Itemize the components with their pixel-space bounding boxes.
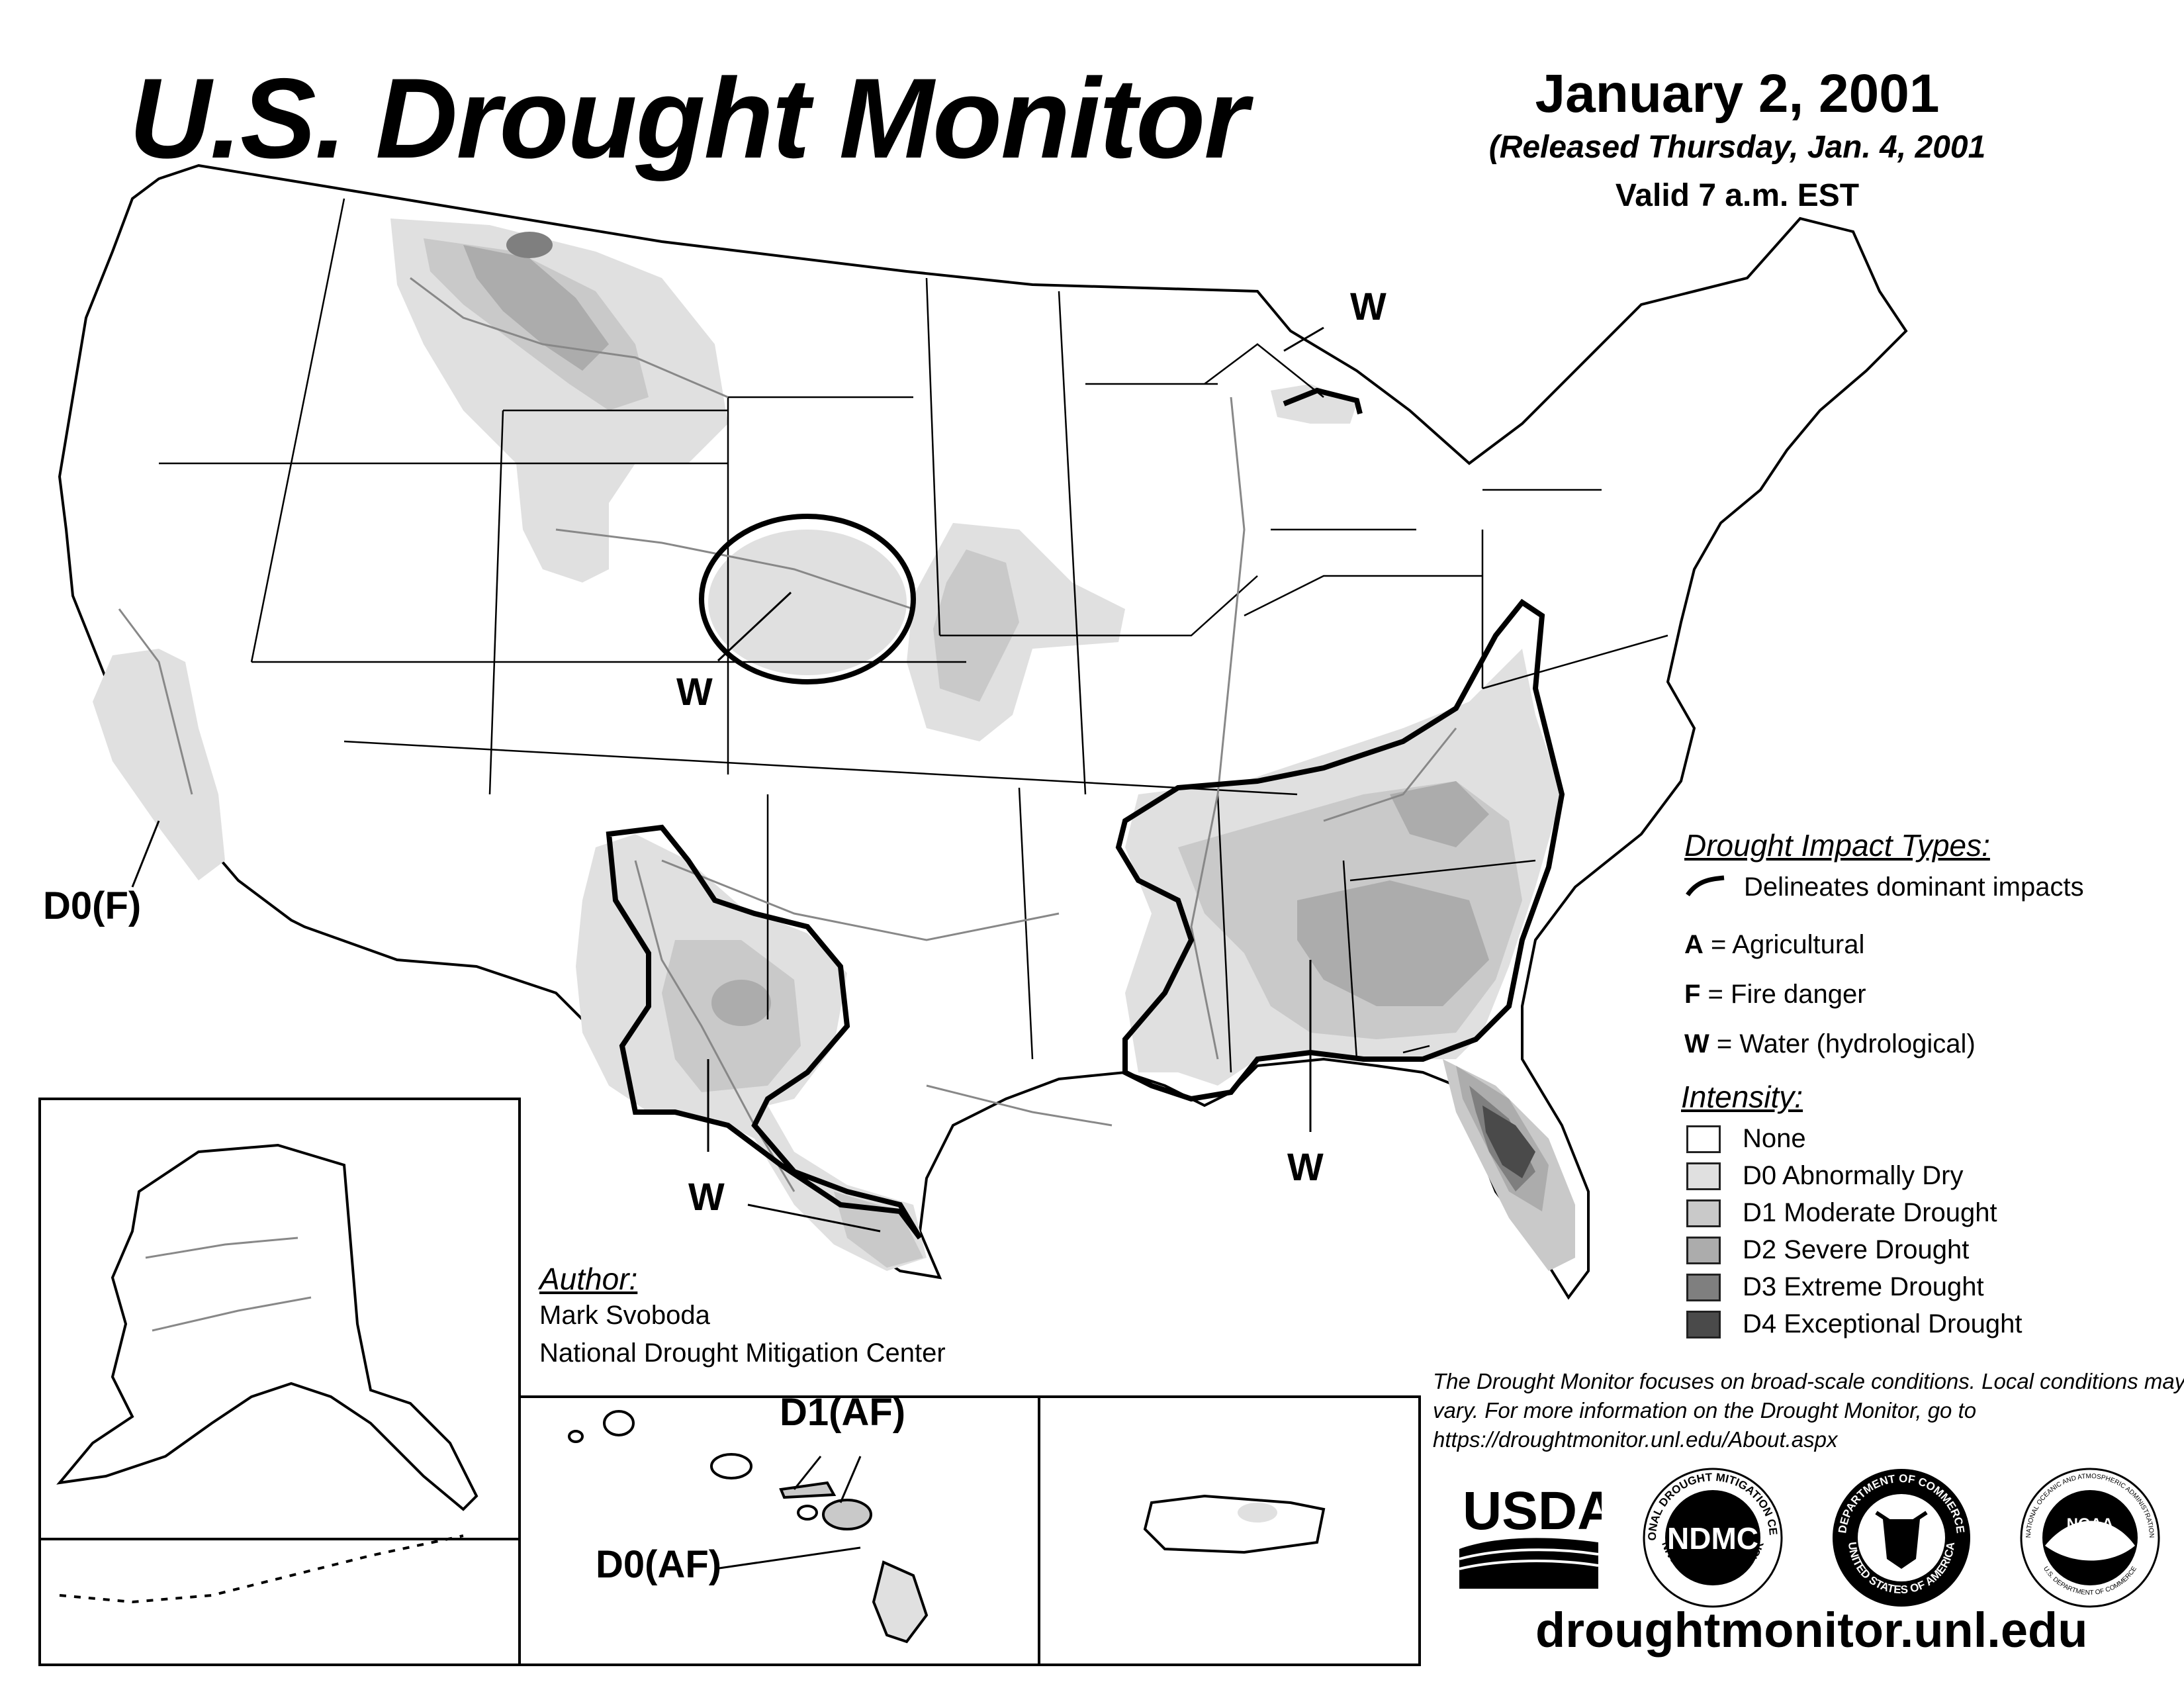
label-hawaii-d1: D1(AF) [780,1391,906,1434]
intensity-swatch [1686,1274,1721,1301]
intensity-swatch [1686,1237,1721,1264]
noaa-logo-text: NOAA [2067,1515,2114,1533]
doc-seal-logo: DEPARTMENT OF COMMERCE UNITED STATES OF … [1833,1469,1970,1607]
website-link[interactable]: droughtmonitor.unl.edu [1535,1603,2088,1658]
usda-logo: USDA [1459,1481,1602,1589]
ndmc-logo-text: NDMC [1667,1521,1758,1556]
author-name: Mark Svoboda [539,1301,710,1330]
label-plains: W [676,671,713,714]
d1-area-south-texas [834,1192,923,1268]
drought-areas [93,218,1575,1271]
release-date: (Released Thursday, Jan. 4, 2001 [1488,130,1986,165]
ndmc-logo: NATIONAL DROUGHT MITIGATION CENTER UNIVE… [1641,1466,1783,1608]
intensity-label: D1 Moderate Drought [1743,1198,1997,1227]
intensity-label: None [1743,1124,1806,1153]
impact-legend-item-agricultural: A = Agricultural [1684,930,1865,959]
d0-area-nebraska [708,530,907,675]
label-southeast: W [1287,1146,1324,1189]
impact-legend-heading: Drought Impact Types: [1684,828,1990,863]
intensity-label: D2 Severe Drought [1743,1235,1970,1264]
puerto-rico-inset-frame [1038,1395,1421,1666]
intensity-swatch [1686,1199,1721,1227]
intensity-swatch [1686,1311,1721,1338]
noaa-logo: NATIONAL OCEANIC AND ATMOSPHERIC ADMINIS… [2020,1468,2160,1608]
hawaii-inset-frame [518,1395,1040,1666]
impact-line-nebraska [699,514,916,684]
intensity-swatch [1686,1125,1721,1153]
aleutian-chain [59,1534,464,1604]
d2-area-west-texas [711,980,771,1026]
usda-logo-text: USDA [1463,1481,1602,1541]
impact-legend-item-fire: F = Fire danger [1684,980,1866,1009]
label-hawaii-d0: D0(AF) [596,1543,722,1586]
valid-time: Valid 7 a.m. EST [1615,178,1860,213]
d4-area-florida [1482,1105,1535,1178]
rivers [118,277,1457,1192]
intensity-label: D4 Exceptional Drought [1743,1309,2023,1338]
d2-area-north-rockies [463,245,609,371]
impact-legend-item-water: W = Water (hydrological) [1684,1029,1976,1058]
intensity-label: D0 Abnormally Dry [1743,1161,1964,1190]
label-west-coast: D0(F) [43,884,142,927]
impact-line-southeast [1115,598,1565,1102]
impact-line-symbol [1686,875,1725,897]
impact-line-southwest [606,824,923,1240]
intensity-legend-heading: Intensity: [1681,1080,1803,1114]
map-date: January 2, 2001 [1535,64,1940,124]
author-org: National Drought Mitigation Center [539,1338,946,1368]
impact-lines [606,387,1565,1240]
impact-legend-delineates: Delineates dominant impacts [1744,872,2084,902]
intensity-swatch [1686,1162,1721,1190]
d3-area-montana [506,232,553,258]
label-southwest: W [688,1176,725,1219]
d0-area-california [93,649,225,880]
d2-area-tennessee [1390,781,1489,847]
label-michigan: W [1350,285,1387,328]
alaska-outline [56,1143,478,1511]
puerto-rico-outline [1143,1494,1326,1554]
map-title: U.S. Drought Monitor [129,55,1248,182]
d2-area-georgia [1297,880,1489,1006]
impact-line-michigan [1283,387,1363,414]
author-heading: Author: [539,1262,638,1296]
alaska-inset-frame [38,1098,521,1666]
intensity-label: D3 Extreme Drought [1743,1272,1984,1301]
d1-area-iowa [933,549,1019,702]
disclaimer-text: The Drought Monitor focuses on broad-sca… [1433,1369,2184,1452]
label-leaders [131,326,1324,1233]
d0-area-michigan-up [1271,384,1357,424]
hawaii-islands [568,1410,929,1644]
